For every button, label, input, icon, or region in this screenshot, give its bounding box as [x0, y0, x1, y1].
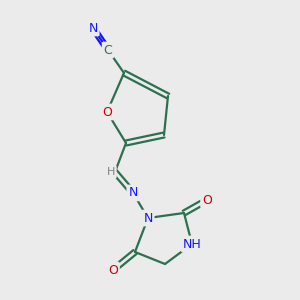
Text: N: N [128, 187, 138, 200]
Text: NH: NH [183, 238, 201, 250]
Text: O: O [108, 263, 118, 277]
Text: N: N [143, 212, 153, 224]
Text: N: N [88, 22, 98, 34]
Text: H: H [106, 167, 115, 177]
Text: O: O [202, 194, 212, 206]
Text: O: O [102, 106, 112, 118]
Text: C: C [103, 44, 112, 56]
